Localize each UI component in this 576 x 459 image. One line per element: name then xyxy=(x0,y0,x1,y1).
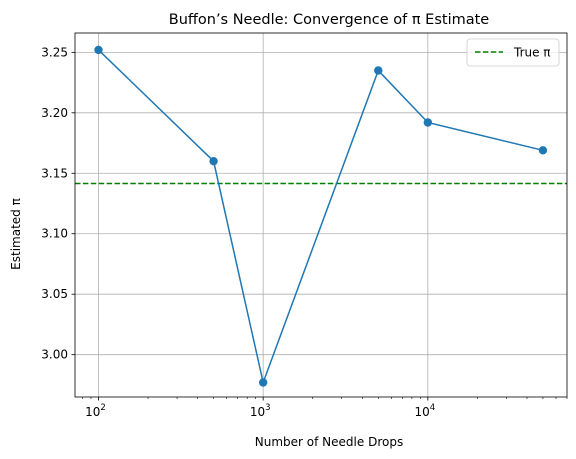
y-tick-label: 3.10 xyxy=(41,227,68,241)
legend-label: True π xyxy=(513,46,551,60)
data-point xyxy=(423,118,433,127)
y-tick-label: 3.05 xyxy=(41,287,68,301)
data-point xyxy=(94,45,103,55)
data-point xyxy=(538,146,548,155)
y-tick-label: 3.25 xyxy=(41,45,68,59)
axes-frame xyxy=(74,32,568,398)
grid xyxy=(75,33,567,397)
y-tick-label: 3.20 xyxy=(41,106,68,120)
data-point xyxy=(374,66,383,75)
chart-title: Buffon’s Needle: Convergence of π Estima… xyxy=(169,12,490,28)
legend-box xyxy=(466,38,560,67)
y-axis-ticks: 3.00 3.05 3.10 3.15 3.20 3.25 xyxy=(41,45,75,362)
series-markers xyxy=(94,45,548,387)
y-tick-label: 3.15 xyxy=(41,166,68,180)
legend: True π xyxy=(466,38,560,67)
x-axis-label: Number of Needle Drops xyxy=(255,435,403,449)
series-line xyxy=(97,49,544,386)
y-tick-label: 3.00 xyxy=(41,348,68,362)
data-point xyxy=(258,378,268,387)
data-point xyxy=(209,156,218,166)
y-axis-label: Estimated π xyxy=(9,198,23,270)
